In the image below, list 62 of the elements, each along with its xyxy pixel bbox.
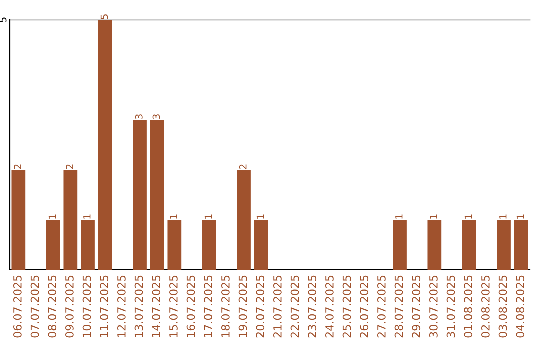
x-tick-label: 25.07.2025 (342, 276, 352, 338)
x-tick-label: 07.07.2025 (30, 276, 40, 338)
x-tick-label: 29.07.2025 (412, 276, 421, 338)
bar (98, 20, 112, 270)
x-tick-label: 04.08.2025 (516, 276, 525, 338)
x-tick-label: 26.07.2025 (360, 276, 369, 338)
bar (12, 170, 26, 270)
bar (237, 170, 251, 270)
bar (202, 220, 216, 270)
bar (462, 220, 476, 270)
x-tick-label: 08.07.2025 (48, 276, 57, 338)
x-tick-label: 01.08.2025 (464, 276, 473, 338)
bar (150, 120, 164, 270)
data-label: 2 (14, 164, 22, 170)
x-tick-label: 27.07.2025 (377, 276, 386, 338)
x-tick-label: 28.07.2025 (394, 276, 404, 338)
data-label: 1 (204, 214, 212, 219)
x-tick-label: 03.08.2025 (498, 276, 508, 338)
x-tick-label: 15.07.2025 (169, 276, 178, 338)
x-tick-label: 18.07.2025 (221, 276, 230, 338)
x-tick-label: 31.07.2025 (446, 276, 456, 338)
x-tick-label: 20.07.2025 (256, 276, 265, 338)
data-label: 1 (170, 214, 178, 219)
bar (168, 220, 182, 270)
data-label: 1 (256, 214, 264, 219)
x-tick-label: 11.07.2025 (100, 276, 109, 338)
x-tick-label: 09.07.2025 (65, 276, 74, 338)
data-label: 1 (396, 214, 403, 219)
x-tick-label: 19.07.2025 (238, 276, 248, 338)
data-label: 1 (500, 214, 507, 219)
data-label: 1 (464, 214, 472, 219)
data-label: 5 (100, 14, 108, 20)
data-label: 1 (84, 214, 91, 219)
bar (254, 220, 268, 270)
bar (64, 170, 78, 270)
data-label: 1 (516, 214, 524, 219)
x-tick-label: 24.07.2025 (325, 276, 334, 338)
x-tick-label: 06.07.2025 (13, 276, 22, 338)
data-label: 1 (430, 214, 438, 219)
data-label: 3 (135, 114, 143, 120)
bar (514, 220, 528, 270)
bar (393, 220, 407, 270)
x-tick-label: 30.07.2025 (429, 276, 438, 338)
data-label: 1 (48, 214, 56, 219)
data-label: 3 (152, 114, 160, 120)
x-tick-label: 14.07.2025 (152, 276, 161, 338)
bar (81, 220, 95, 270)
x-tick-label: 17.07.2025 (204, 276, 213, 338)
x-tick-label: 02.08.2025 (481, 276, 490, 338)
x-tick-label: 12.07.2025 (117, 276, 126, 338)
x-tick-label: 23.07.2025 (308, 276, 317, 338)
bar (497, 220, 511, 270)
data-label: 2 (239, 164, 247, 170)
x-tick-label: 13.07.2025 (134, 276, 144, 338)
x-tick-label: 10.07.2025 (82, 276, 92, 338)
x-tick-label: 22.07.2025 (290, 276, 300, 338)
x-tick-label: 21.07.2025 (273, 276, 282, 338)
data-label: 2 (66, 164, 74, 170)
bar (428, 220, 442, 270)
bar (133, 120, 147, 270)
x-tick-label: 16.07.2025 (186, 276, 196, 338)
bar (46, 220, 60, 270)
